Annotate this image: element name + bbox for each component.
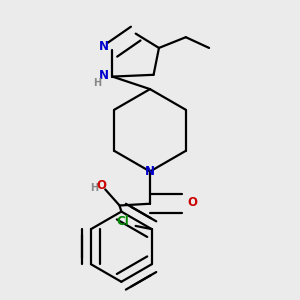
Text: H: H: [90, 183, 99, 193]
Text: N: N: [99, 69, 109, 82]
Text: H: H: [93, 78, 101, 88]
Text: Cl: Cl: [116, 215, 129, 228]
Text: N: N: [99, 40, 109, 53]
Text: O: O: [97, 179, 107, 192]
Text: O: O: [187, 196, 197, 209]
Text: N: N: [145, 165, 155, 178]
